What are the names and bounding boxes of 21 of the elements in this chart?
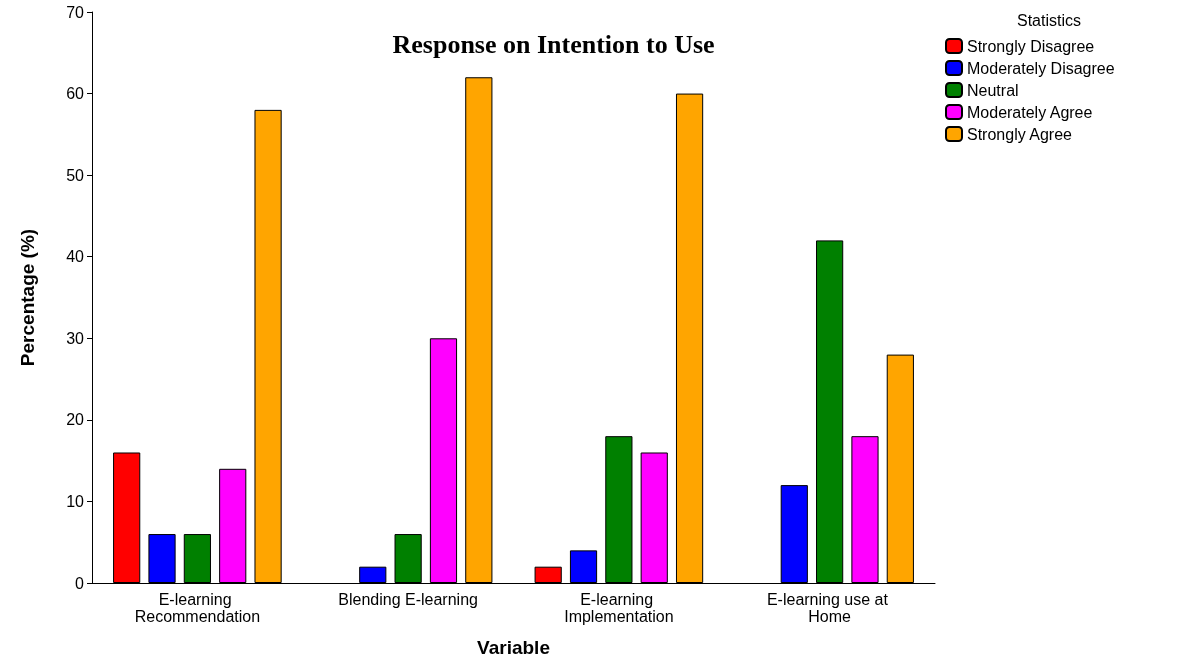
legend-label: Neutral (967, 81, 1019, 99)
y-tick-label: 0 (75, 574, 85, 592)
legend-label: Strongly Disagree (967, 37, 1095, 55)
legend-title: Statistics (1017, 11, 1082, 29)
y-tick-label: 40 (66, 248, 85, 266)
x-tick-label: E-learning use at Home (766, 591, 893, 625)
x-tick-label: E-learning Implementation (564, 591, 674, 625)
text: Response on Intention to Use (392, 29, 715, 59)
y-tick-label: 30 (66, 329, 85, 347)
y-tick-label: 60 (66, 85, 85, 103)
y-tick-label: 10 (66, 492, 85, 510)
x-tick-label: Blending E-learning (338, 591, 478, 608)
y-tick-label: 50 (66, 166, 85, 184)
legend-label: Strongly Agree (967, 125, 1073, 143)
x-tick-label: E-learning Recommendation (134, 591, 261, 625)
legend-label: Moderately Disagree (967, 59, 1115, 77)
y-tick-label: 70 (66, 3, 85, 21)
y-tick-label: 20 (66, 411, 85, 429)
legend-label: Moderately Agree (967, 103, 1093, 121)
y-axis-title: Percentage (%) (17, 228, 38, 367)
x-axis-title: Variable (477, 637, 550, 658)
